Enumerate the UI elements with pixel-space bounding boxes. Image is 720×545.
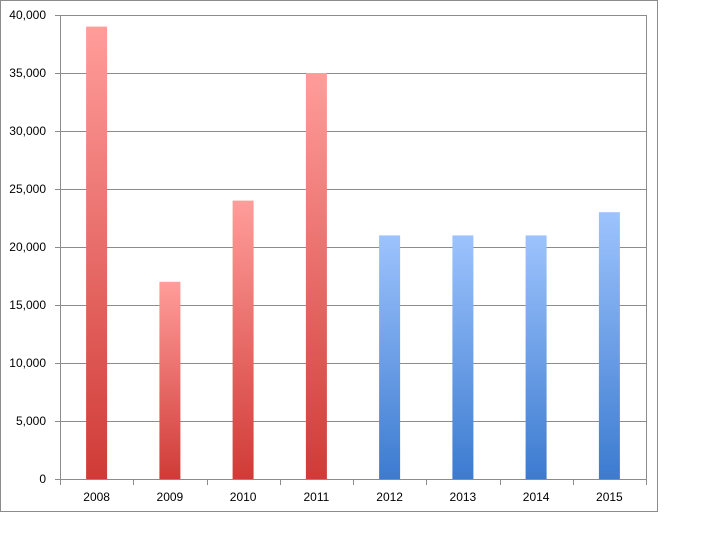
y-tick-label-5: 25,000 [9, 182, 46, 196]
y-tick-label-1: 5,000 [16, 414, 46, 428]
x-axis-tick-labels: 2008 2009 2010 2011 2012 2013 2014 2015 [83, 490, 623, 504]
bars [86, 26, 620, 479]
x-tick-label-2014: 2014 [523, 490, 550, 504]
y-axis-tick-labels: 0 5,000 10,000 15,000 20,000 25,000 30,000 35,0… [9, 8, 46, 486]
axes [55, 15, 647, 485]
x-tick-label-2012: 2012 [376, 490, 403, 504]
y-tick-label-7: 35,000 [9, 66, 46, 80]
bar-2011 [305, 73, 327, 479]
bar-2010 [232, 200, 254, 479]
y-tick-label-6: 30,000 [9, 124, 46, 138]
x-tick-label-2015: 2015 [596, 490, 623, 504]
y-tick-label-3: 15,000 [9, 298, 46, 312]
chart-outer-frame [0, 0, 658, 512]
y-tick-label-8: 40,000 [9, 8, 46, 22]
bar-2009 [159, 281, 181, 479]
bar-2013 [452, 235, 474, 479]
x-tick-label-2011: 2011 [303, 490, 329, 504]
x-tick-label-2009: 2009 [157, 490, 184, 504]
bar-2008 [86, 26, 108, 479]
bar-2015 [598, 212, 620, 479]
bar-2012 [379, 235, 401, 479]
y-tick-label-4: 20,000 [9, 240, 46, 254]
y-tick-label-2: 10,000 [9, 356, 46, 370]
bar-2014 [525, 235, 547, 479]
x-tick-label-2013: 2013 [450, 490, 477, 504]
y-tick-label-0: 0 [39, 472, 46, 486]
x-tick-label-2010: 2010 [230, 490, 257, 504]
gridlines [60, 15, 646, 422]
x-tick-label-2008: 2008 [83, 490, 110, 504]
